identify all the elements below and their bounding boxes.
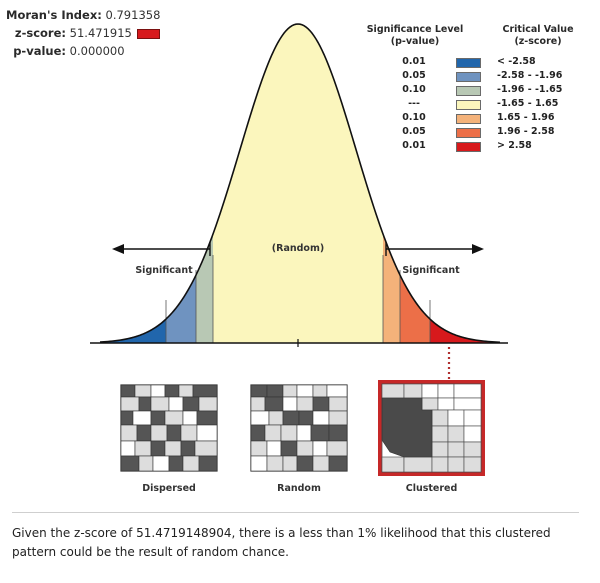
legend-row: 0.01 > 2.58 [0, 140, 600, 153]
p-value-value: 0.000000 [69, 44, 125, 58]
legend-swatch [456, 86, 481, 96]
legend-swatch [456, 142, 481, 152]
legend-z-range: > 2.58 [497, 140, 532, 151]
morans-index-value: 0.791358 [105, 8, 161, 22]
legend-p-value: 0.10 [402, 84, 426, 95]
significance-level-title: Significance Level [366, 24, 464, 35]
legend-z-range: -2.58 - -1.96 [497, 70, 563, 81]
cluster-region [381, 397, 433, 458]
legend-z-range: -1.65 - 1.65 [497, 98, 559, 109]
statistics-panel: Moran's Index: 0.791358 z-score: 51.4719… [6, 6, 160, 60]
legend-swatch [456, 72, 481, 82]
divider [12, 512, 579, 513]
significance-level-subtitle: (p-value) [390, 36, 440, 47]
right-significant-arrow [385, 242, 484, 256]
legend-p-value: --- [408, 98, 420, 109]
z-score-label: z-score: [14, 26, 66, 40]
legend-p-value: 0.01 [402, 140, 426, 151]
region-196-258 [400, 24, 430, 343]
bell-curve-outline [99, 23, 501, 344]
clustered-caption: Clustered [405, 483, 458, 494]
z-score-color-swatch [136, 28, 160, 39]
normal-distribution-diagram: (Random) Significant Significant [90, 23, 508, 476]
legend-p-value: 0.05 [402, 126, 426, 137]
significance-level-header: Significance Level (p-value) [360, 24, 470, 48]
dispersed-map [120, 384, 218, 472]
legend-row: 0.10 -1.96 - -1.65 [0, 84, 600, 97]
legend-p-value: 0.01 [402, 56, 426, 67]
region-lt-258 [100, 24, 166, 343]
legend-z-range: -1.96 - -1.65 [497, 84, 563, 95]
region-165-196 [383, 24, 400, 343]
legend-row: 0.05 1.96 - 2.58 [0, 126, 600, 139]
legend-p-value: 0.05 [402, 70, 426, 81]
result-summary: Given the z-score of 51.4719148904, ther… [12, 526, 551, 559]
legend-p-value: 0.10 [402, 112, 426, 123]
legend-swatch [456, 114, 481, 124]
significant-left-label: Significant [135, 265, 193, 276]
region-196-165 [196, 24, 213, 343]
legend-z-range: 1.96 - 2.58 [497, 126, 555, 137]
legend-row: 0.05 -2.58 - -1.96 [0, 70, 600, 83]
p-value-label: p-value: [13, 44, 66, 58]
morans-index-label: Moran's Index: [6, 8, 102, 22]
legend-swatch [456, 100, 481, 110]
legend-row: --- -1.65 - 1.65 [0, 98, 600, 111]
random-label: (Random) [272, 243, 324, 254]
left-significant-arrow [112, 242, 211, 256]
legend-swatch [456, 128, 481, 138]
legend-z-range: < -2.58 [497, 56, 536, 67]
critical-value-title: Critical Value [502, 24, 574, 35]
critical-value-header: Critical Value (z-score) [488, 24, 588, 48]
legend-row: 0.01 < -2.58 [0, 56, 600, 69]
significant-right-label: Significant [402, 265, 460, 276]
region-258-196 [166, 24, 196, 343]
region-gt-258 [430, 24, 500, 343]
dispersed-caption: Dispersed [142, 483, 196, 494]
legend-row: 0.10 1.65 - 1.96 [0, 112, 600, 125]
legend-swatch [456, 58, 481, 68]
critical-value-subtitle: (z-score) [514, 36, 562, 47]
clustered-map [378, 380, 485, 476]
random-map [250, 384, 348, 472]
random-caption: Random [277, 483, 321, 494]
region-random [213, 24, 383, 343]
z-score-value: 51.471915 [69, 26, 132, 40]
legend-z-range: 1.65 - 1.96 [497, 112, 555, 123]
bell-curve-fill [100, 24, 500, 343]
